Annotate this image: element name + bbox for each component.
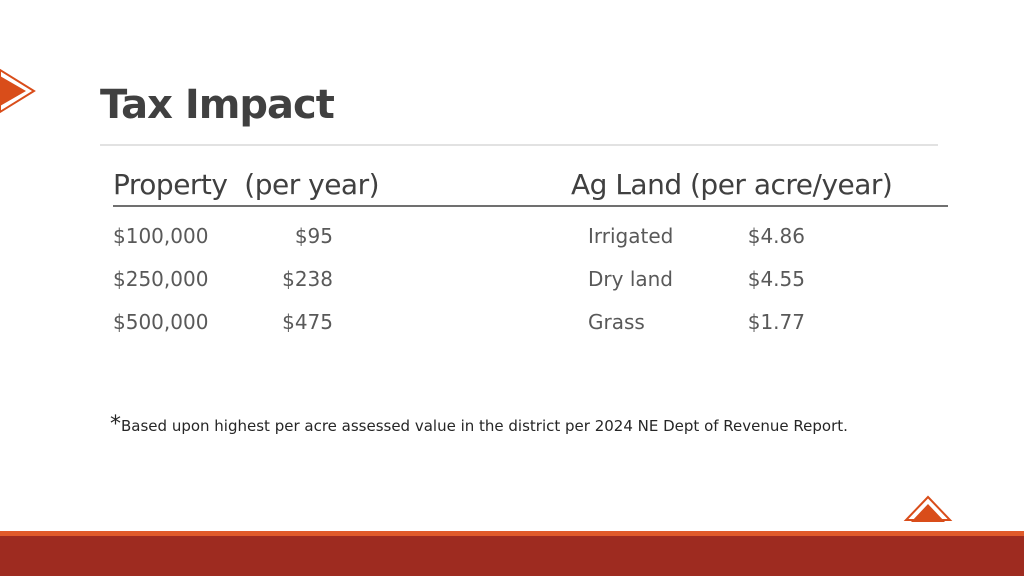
title: Tax Impact: [100, 82, 335, 128]
ag-header: Ag Land (per acre/year): [571, 168, 893, 201]
cell: $1.77: [747, 310, 805, 334]
cell: $238: [282, 267, 333, 291]
cell: $250,000: [113, 267, 209, 291]
cell: $4.55: [747, 267, 805, 291]
footnote-mark: *: [110, 412, 121, 437]
up-arrow: [911, 504, 945, 522]
cell: Irrigated: [588, 224, 674, 248]
arrow: [0, 76, 26, 106]
footer-bar: [0, 536, 1024, 576]
cell: $500,000: [113, 310, 209, 334]
cell: Dry land: [588, 267, 673, 291]
footnote-text: Based upon highest per acre assessed val…: [121, 417, 848, 435]
cell: $95: [294, 224, 333, 248]
property-header: Property (per year): [113, 168, 380, 201]
cell: $4.86: [747, 224, 805, 248]
cell: $100,000: [113, 224, 209, 248]
cell: Grass: [588, 310, 645, 334]
footer-stripe: [0, 531, 1024, 536]
footnote: *Based upon highest per acre assessed va…: [110, 412, 848, 437]
cell: $475: [282, 310, 333, 334]
